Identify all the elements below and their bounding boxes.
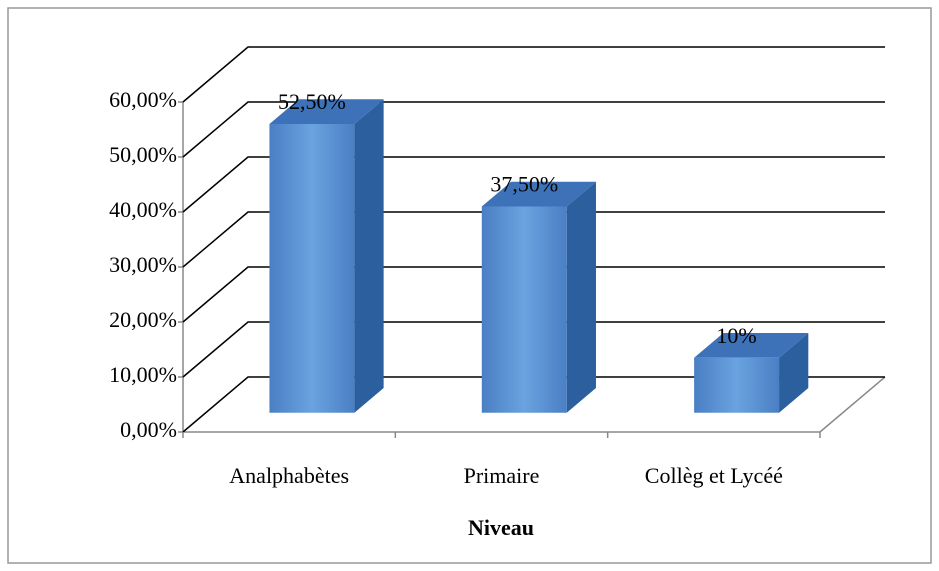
bar (481, 206, 567, 413)
y-tick-label: 30,00% (109, 252, 177, 277)
x-axis-title: Niveau (468, 515, 534, 540)
grid-line (182, 156, 885, 213)
y-tick-label: 60,00% (109, 87, 177, 112)
x-tick-label: Primaire (464, 463, 540, 488)
y-tick-label: 20,00% (109, 307, 177, 332)
y-tick-label: 40,00% (109, 197, 177, 222)
chart-border (7, 7, 932, 564)
bar-top (694, 333, 809, 358)
x-tick-label: Analphabètes (229, 463, 349, 488)
grid-line (182, 376, 885, 433)
value-label: 37,50% (490, 172, 558, 197)
y-tick-label: 50,00% (109, 142, 177, 167)
bar-top (481, 181, 596, 207)
bar (694, 357, 780, 413)
bar (269, 124, 355, 413)
grid-line (182, 101, 885, 158)
grid-line (182, 321, 885, 378)
value-label: 10% (716, 323, 756, 348)
bar-side (354, 99, 384, 413)
bar-top (269, 99, 384, 124)
grid-line (182, 211, 885, 268)
grid-line (182, 46, 885, 103)
x-tick-label: Collèg et Lycéé (645, 463, 783, 488)
y-tick-label: 10,00% (109, 362, 177, 387)
y-tick-label: 0,00% (120, 417, 177, 442)
value-label: 52,50% (278, 89, 346, 114)
bar-side (779, 333, 809, 413)
bar-side (566, 181, 596, 413)
grid-line (182, 266, 885, 323)
